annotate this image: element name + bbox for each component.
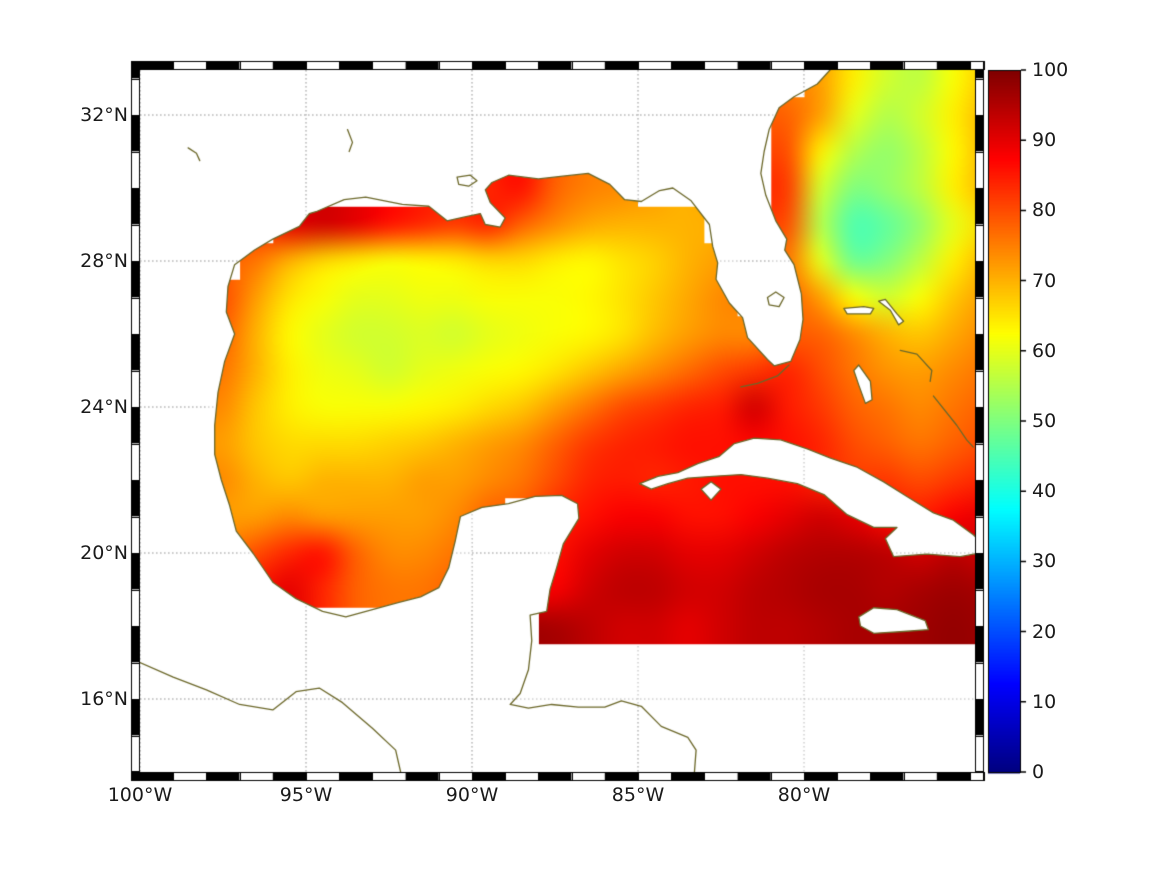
figure-page: 100°W 95°W 90°W 85°W 80°W 32°N 28°N 24°N 20°N 16°… xyxy=(0,0,1167,875)
map-plot-canvas xyxy=(0,0,1167,875)
